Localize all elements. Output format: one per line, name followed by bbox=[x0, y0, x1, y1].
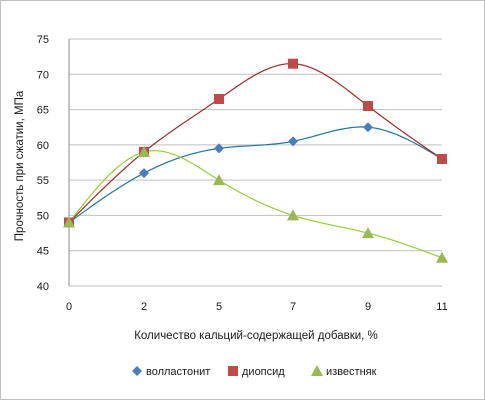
data-markers bbox=[63, 58, 448, 263]
legend-marker-diamond bbox=[132, 366, 142, 376]
x-tick-label: 7 bbox=[290, 301, 296, 313]
legend-label: известняк bbox=[326, 366, 377, 378]
data-point-triangle bbox=[63, 216, 75, 228]
x-tick-label: 5 bbox=[216, 301, 222, 313]
legend: волластонит диопсид известняк bbox=[132, 365, 377, 378]
data-point-square bbox=[437, 153, 447, 164]
legend-marker-triangle bbox=[311, 365, 323, 376]
data-point-diamond bbox=[288, 136, 298, 147]
y-tick-label: 50 bbox=[37, 210, 49, 222]
trend-curve-square bbox=[68, 63, 443, 223]
legend-label: волластонит bbox=[146, 366, 210, 378]
y-tick-label: 40 bbox=[37, 281, 49, 293]
data-point-diamond bbox=[214, 143, 224, 154]
x-tick-label: 11 bbox=[436, 301, 447, 313]
x-axis-title: Количество кальций-содержащей добавки, % bbox=[134, 330, 378, 342]
data-point-triangle bbox=[362, 227, 374, 239]
y-tick-label: 45 bbox=[37, 246, 49, 258]
trend-curve-triangle bbox=[68, 149, 443, 259]
data-point-triangle bbox=[287, 209, 299, 221]
y-tick-label: 65 bbox=[37, 105, 49, 117]
data-point-square bbox=[214, 93, 224, 104]
trend-curve-diamond bbox=[68, 126, 443, 223]
y-tick-label: 60 bbox=[37, 140, 49, 152]
x-tick-label: 9 bbox=[365, 301, 371, 313]
y-axis-title: Прочность при сжатии, МПа bbox=[14, 90, 26, 241]
data-point-triangle bbox=[213, 174, 225, 186]
y-tick-label: 70 bbox=[37, 69, 49, 81]
data-point-diamond bbox=[363, 122, 373, 133]
grid-lines bbox=[69, 38, 442, 287]
legend-label: диопсид bbox=[242, 366, 285, 378]
data-point-square bbox=[288, 58, 298, 69]
y-tick-label: 75 bbox=[37, 34, 49, 46]
data-point-square bbox=[363, 101, 373, 112]
data-point-triangle bbox=[436, 251, 448, 263]
data-point-triangle bbox=[138, 145, 150, 157]
data-point-diamond bbox=[139, 168, 149, 179]
y-tick-label: 55 bbox=[37, 175, 49, 187]
legend-marker-square bbox=[228, 366, 238, 376]
tick-labels: 40 45 50 55 60 65 70 75 0 2 5 7 9 11 bbox=[37, 34, 448, 313]
trend-curves bbox=[68, 63, 443, 259]
x-tick-label: 2 bbox=[141, 301, 147, 313]
x-tick-label: 0 bbox=[66, 301, 72, 313]
